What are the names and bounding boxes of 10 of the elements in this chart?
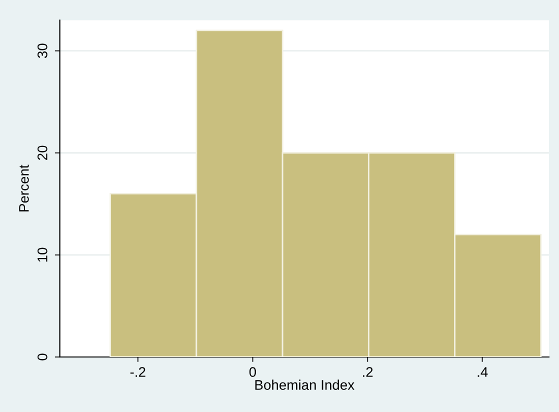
x-axis-title: Bohemian Index [255,380,354,390]
y-tick-label: 10 [38,248,48,262]
x-tick-label: .2 [363,367,373,377]
x-tick-label: 0 [249,367,256,377]
x-tick-label: -.2 [130,367,146,377]
x-tick-label: .4 [478,367,488,377]
y-axis-title: Percent [19,164,29,212]
y-tick-label: 0 [38,354,48,360]
y-tick-label: 30 [38,44,48,58]
y-tick-label: 20 [38,146,48,160]
